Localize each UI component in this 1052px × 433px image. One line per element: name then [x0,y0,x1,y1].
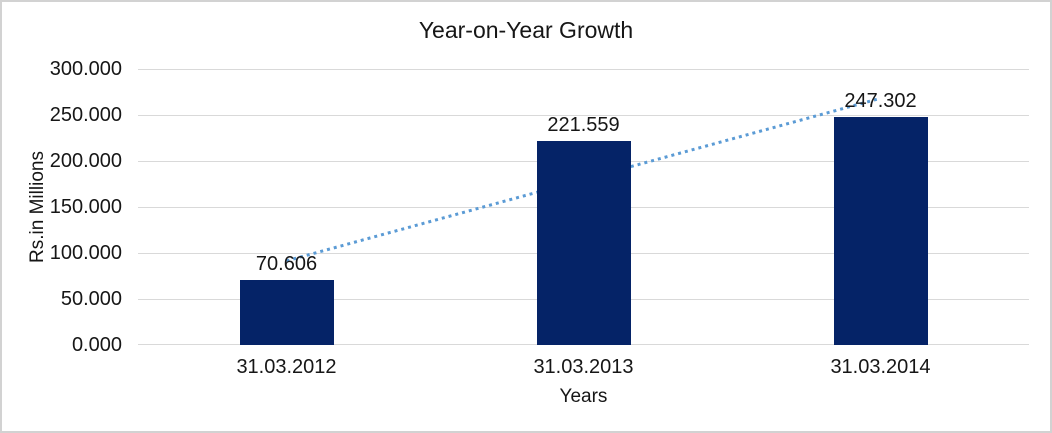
chart-title: Year-on-Year Growth [418,17,634,43]
y-tick-label: 150.000 [49,196,122,218]
bar-data-label: 247.302 [844,90,917,113]
y-tick-label: 250.000 [49,104,122,126]
x-tick-label: 31.03.2013 [533,356,634,378]
bar-data-label: 70.606 [255,253,318,276]
y-tick-label: 200.000 [49,150,122,172]
trendline [286,96,881,263]
bar-data-label: 221.559 [547,114,620,137]
x-axis-title: Years [559,386,608,407]
y-tick-label: 0.000 [71,334,122,356]
gridline [138,115,1029,116]
bar-31.03.2013 [536,141,631,345]
y-tick-label: 100.000 [49,242,122,264]
gridline [138,69,1029,70]
y-tick-label: 300.000 [49,58,122,80]
y-tick-label: 50.000 [60,288,122,310]
x-tick-label: 31.03.2014 [830,356,931,378]
bar-31.03.2012 [239,280,334,345]
trendline-path [286,96,881,263]
bar-31.03.2014 [833,117,928,345]
x-tick-label: 31.03.2012 [236,356,337,378]
plot-area: 70.606 221.559 247.302 [138,69,1029,345]
